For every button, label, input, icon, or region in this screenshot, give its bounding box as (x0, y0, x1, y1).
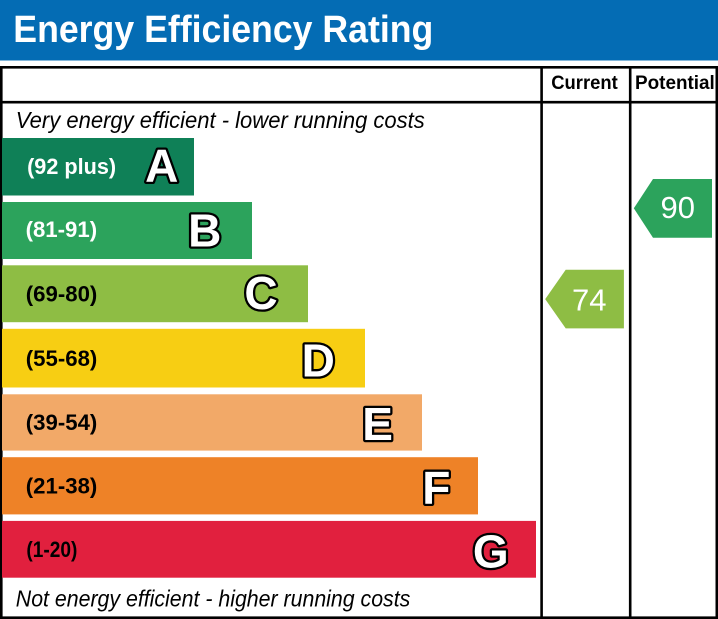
svg-text:(55-68): (55-68) (26, 346, 98, 371)
svg-text:Current: Current (551, 72, 618, 94)
svg-text:(69-80): (69-80) (26, 281, 98, 306)
svg-text:Very energy efficient - lower: Very energy efficient - lower running co… (16, 107, 425, 133)
svg-text:Energy Efficiency Rating: Energy Efficiency Rating (13, 9, 433, 51)
svg-text:(21-38): (21-38) (26, 474, 98, 499)
svg-text:Not energy efficient - higher: Not energy efficient - higher running co… (16, 585, 411, 611)
svg-text:Potential: Potential (635, 72, 715, 94)
svg-text:(1-20): (1-20) (26, 537, 77, 562)
svg-text:D: D (302, 334, 335, 386)
svg-text:(39-54): (39-54) (26, 410, 98, 435)
svg-text:74: 74 (572, 282, 606, 317)
svg-text:F: F (422, 461, 450, 513)
svg-text:E: E (362, 398, 393, 450)
svg-text:B: B (188, 204, 221, 256)
svg-text:C: C (244, 267, 277, 319)
svg-text:(81-91): (81-91) (26, 217, 98, 242)
svg-text:A: A (145, 139, 178, 191)
svg-text:G: G (473, 525, 509, 577)
svg-text:(92 plus): (92 plus) (27, 154, 116, 179)
svg-text:90: 90 (661, 190, 695, 225)
